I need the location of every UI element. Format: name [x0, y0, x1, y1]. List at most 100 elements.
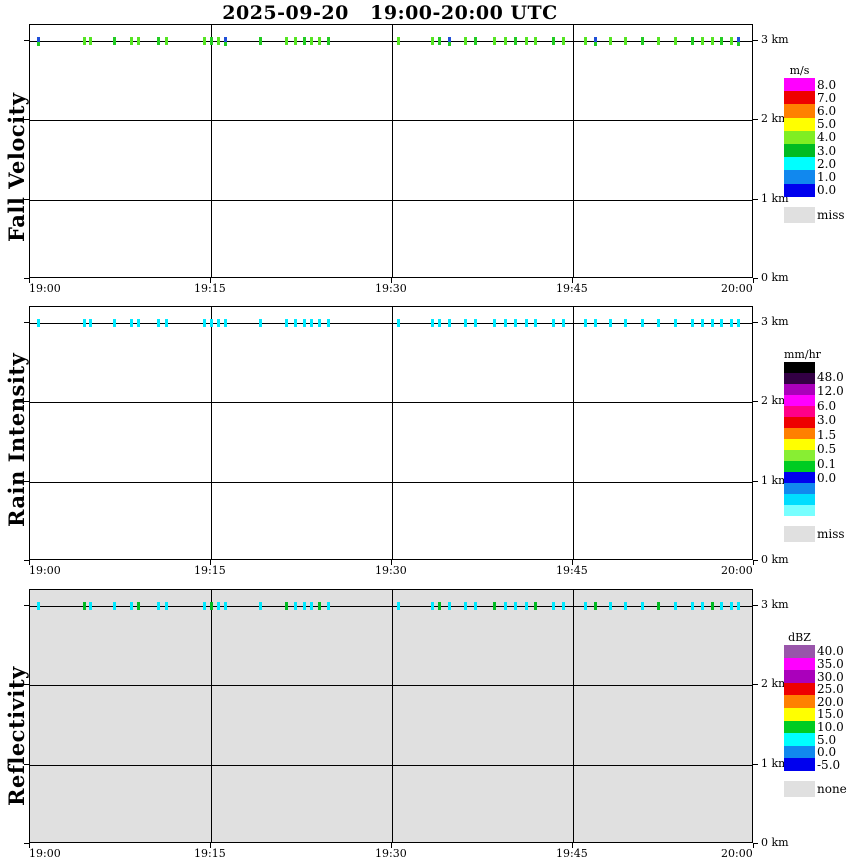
data-marker [641, 602, 644, 610]
data-marker [609, 319, 612, 327]
data-marker [730, 37, 733, 45]
colorbar-tick-label: 5.0 [817, 117, 837, 131]
data-marker [525, 602, 528, 610]
data-marker [474, 319, 477, 327]
data-marker [552, 602, 555, 610]
data-marker [303, 602, 306, 610]
colorbar-tick-label: 6.0 [817, 399, 837, 413]
plot-area-reflectivity[interactable] [29, 589, 753, 843]
data-marker [210, 37, 213, 45]
colorbar-band [784, 758, 815, 771]
colorbar-band [784, 406, 815, 417]
y-axis-tick [24, 119, 29, 120]
x-axis-tick [753, 560, 754, 565]
y-axis-tick [24, 481, 29, 482]
colorbar-band [784, 184, 815, 197]
data-marker [37, 602, 40, 610]
data-marker [594, 37, 597, 42]
data-marker [438, 602, 441, 610]
data-marker [720, 37, 723, 45]
colorbar-band [784, 461, 815, 472]
gridline-vertical [211, 25, 212, 277]
y-axis-tick [24, 843, 29, 844]
data-marker [431, 319, 434, 327]
y-axis-tick [24, 401, 29, 402]
colorbar-missing-swatch [784, 207, 815, 223]
gridline-horizontal [30, 200, 752, 201]
data-marker [165, 602, 168, 610]
data-marker [210, 319, 213, 327]
data-marker [224, 319, 227, 327]
gridline-horizontal [30, 323, 752, 324]
data-marker [448, 42, 451, 46]
colorbar-band [784, 373, 815, 384]
y-axis-tick [24, 684, 29, 685]
data-marker [310, 37, 313, 45]
data-marker [89, 602, 92, 610]
data-marker [37, 319, 40, 327]
data-marker [285, 319, 288, 327]
data-marker [210, 602, 213, 610]
y-axis-tick [753, 560, 758, 561]
y-axis-tick [753, 119, 758, 120]
colorbar-band [784, 695, 815, 708]
x-axis-label: 19:00 [29, 282, 61, 295]
data-marker [113, 37, 116, 45]
data-marker [594, 42, 597, 46]
data-marker [701, 602, 704, 610]
colorbar-band [784, 733, 815, 746]
colorbar-tick-label: 12.0 [817, 384, 844, 398]
colorbar-band [784, 118, 815, 131]
colorbar-tick-label: 7.0 [817, 91, 837, 105]
data-marker [730, 602, 733, 610]
data-marker [691, 602, 694, 610]
x-axis-tick [29, 278, 30, 283]
data-marker [83, 319, 86, 327]
data-marker [310, 319, 313, 327]
data-marker [448, 602, 451, 610]
data-marker [327, 319, 330, 327]
data-marker [737, 602, 740, 610]
plot-area-rain-intensity[interactable] [29, 306, 753, 560]
data-marker [720, 319, 723, 327]
colorbar-band [784, 439, 815, 450]
colorbar-tick-label: 0.0 [817, 183, 837, 197]
plot-area-fall-velocity[interactable] [29, 24, 753, 278]
data-marker [552, 319, 555, 327]
y-axis-tick [753, 481, 758, 482]
data-marker [493, 37, 496, 45]
data-marker [504, 319, 507, 327]
colorbar-band [784, 91, 815, 104]
data-marker [318, 319, 321, 327]
panel-rain-intensity [29, 306, 753, 560]
data-marker [594, 602, 597, 610]
data-marker [303, 37, 306, 45]
y-axis-tick [24, 278, 29, 279]
data-marker [217, 602, 220, 610]
colorbar-tick-label: 30.0 [817, 670, 844, 684]
x-axis-tick [572, 278, 573, 283]
colorbar-band [784, 428, 815, 439]
data-marker [701, 319, 704, 327]
data-marker [525, 319, 528, 327]
gridline-horizontal [30, 402, 752, 403]
data-marker [224, 37, 227, 42]
data-marker [624, 37, 627, 45]
colorbar-tick-label: 25.0 [817, 682, 844, 696]
x-axis-tick [210, 843, 211, 848]
gridline-horizontal [30, 120, 752, 121]
x-axis-label: 19:30 [375, 847, 407, 860]
data-marker [657, 37, 660, 45]
y-axis-tick [24, 560, 29, 561]
data-marker [259, 602, 262, 610]
data-marker [303, 319, 306, 327]
y-axis-label: 0 km [761, 271, 789, 284]
data-marker [448, 319, 451, 327]
x-axis-label: 20:00 [721, 847, 753, 860]
data-marker [674, 319, 677, 327]
gridline-vertical [573, 590, 574, 842]
axis-title-fall-velocity: Fall Velocity [4, 92, 29, 242]
data-marker [504, 602, 507, 610]
data-marker [217, 37, 220, 45]
